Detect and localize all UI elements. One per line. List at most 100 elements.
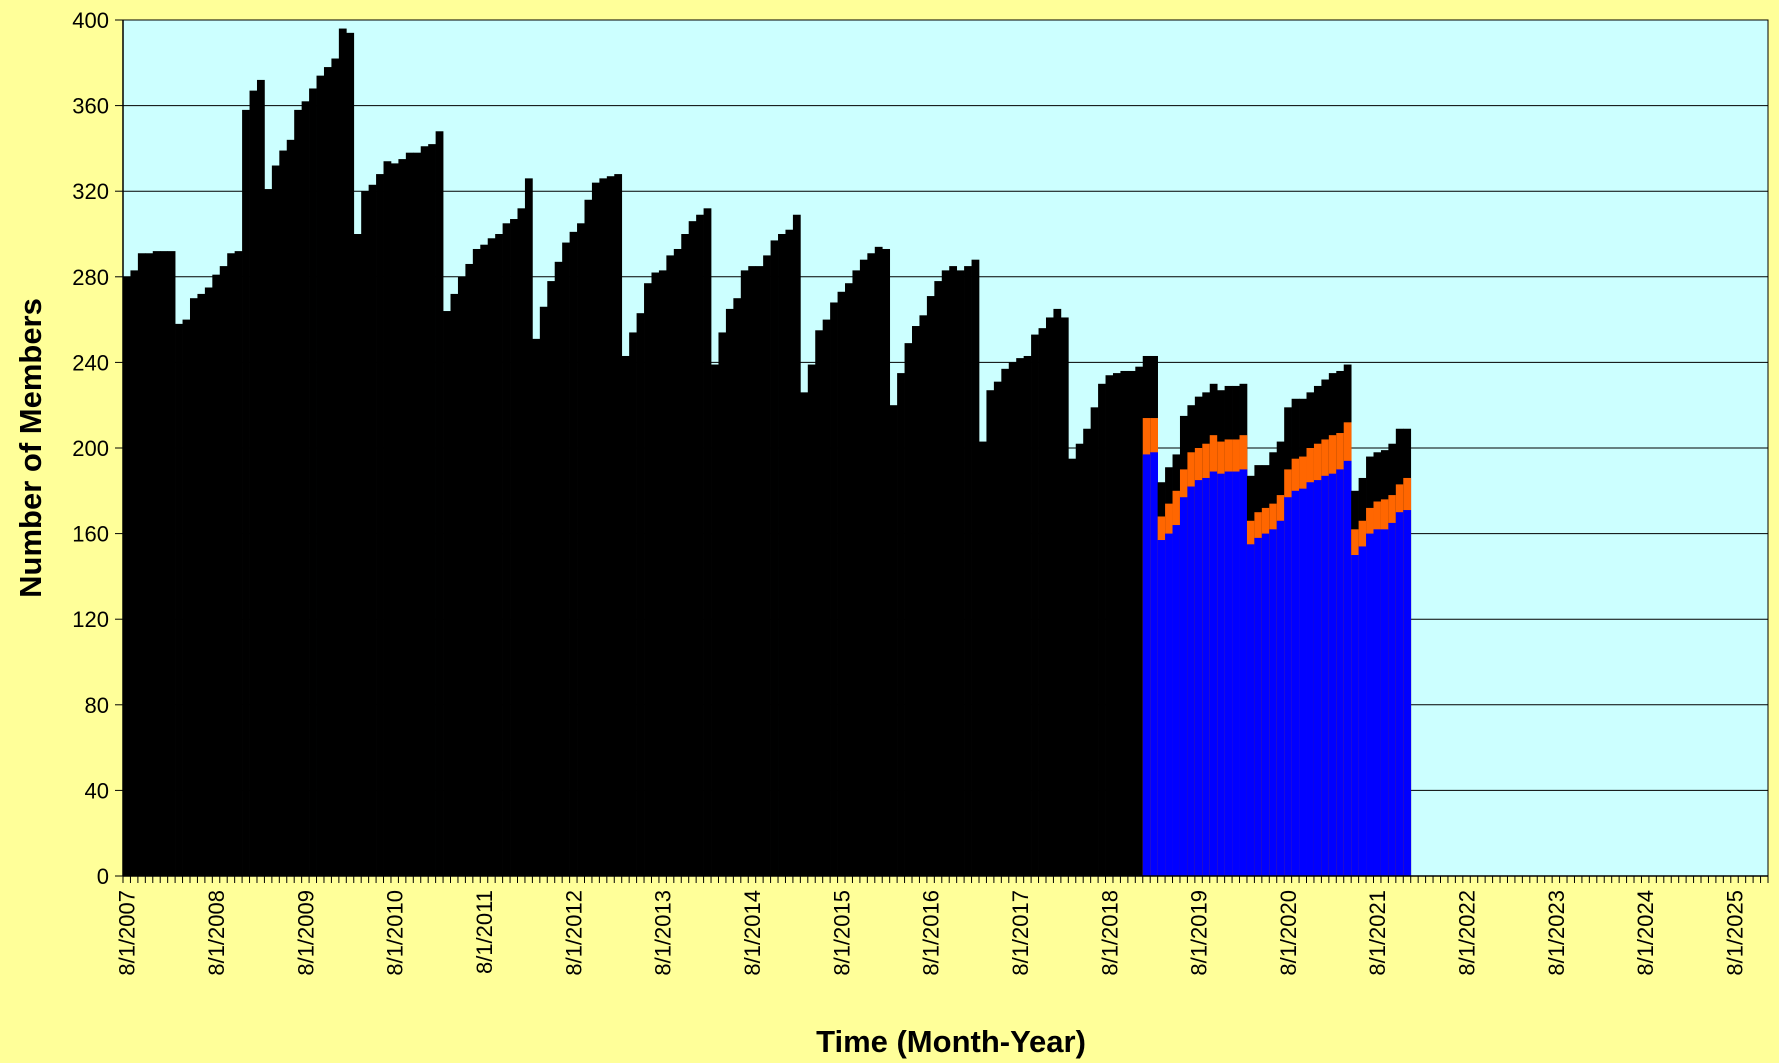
bar-base xyxy=(1187,486,1196,876)
bar-total xyxy=(874,246,883,877)
bar-total xyxy=(137,253,146,876)
bar-total xyxy=(971,259,980,876)
bar-total xyxy=(688,221,697,876)
bar-base xyxy=(1336,469,1345,876)
bar-base xyxy=(1261,533,1270,876)
bar-total xyxy=(420,146,429,876)
bar-total xyxy=(822,319,831,877)
x-tick-label: 8/1/2016 xyxy=(919,890,944,976)
bar-total xyxy=(785,229,794,877)
bar-total xyxy=(606,176,615,877)
bar-total xyxy=(1023,355,1032,877)
y-tick-label: 360 xyxy=(72,94,109,119)
bar-total xyxy=(457,276,466,876)
bar-total xyxy=(390,163,399,876)
bar-total xyxy=(993,381,1002,876)
y-tick-label: 320 xyxy=(72,179,109,204)
bar-total xyxy=(919,315,928,876)
bar-total xyxy=(658,270,667,876)
bar-total xyxy=(502,223,511,877)
bar-total xyxy=(249,90,258,877)
bar-total xyxy=(1083,428,1091,876)
bar-total xyxy=(219,266,228,877)
bar-base xyxy=(1366,533,1374,876)
bar-total xyxy=(577,223,585,877)
bar-total xyxy=(964,266,972,877)
bar-base xyxy=(1232,471,1240,876)
bar-total xyxy=(480,244,489,876)
bar-total xyxy=(956,270,965,876)
x-tick-label: 8/1/2009 xyxy=(293,890,318,976)
bar-total xyxy=(353,234,362,876)
bar-total xyxy=(748,266,757,877)
bar-total xyxy=(294,109,302,876)
y-tick-labels: 0 40 80 120 160 200 240 280 320 360 400 xyxy=(72,8,109,889)
bar-total xyxy=(539,306,548,876)
bar-total xyxy=(815,330,824,876)
bar-total xyxy=(413,152,422,876)
bar-total xyxy=(175,323,183,876)
bar-total xyxy=(1120,370,1129,876)
bar-base xyxy=(1165,533,1173,876)
bar-total xyxy=(338,28,347,877)
y-tick-label: 120 xyxy=(72,607,109,632)
bar-total xyxy=(926,296,935,876)
bar-base xyxy=(1351,555,1359,876)
bar-total xyxy=(1068,458,1077,876)
bar-total xyxy=(368,184,377,876)
bar-total xyxy=(852,270,861,876)
y-tick-label: 0 xyxy=(97,864,109,889)
bar-total xyxy=(1112,373,1121,876)
y-tick-label: 160 xyxy=(72,522,109,547)
bar-total xyxy=(599,178,608,877)
bar-total xyxy=(666,255,675,876)
bar-total xyxy=(696,214,704,877)
bar-base xyxy=(1239,469,1248,876)
bar-total xyxy=(807,364,816,876)
bar-base xyxy=(1150,452,1158,876)
x-tick-label: 8/1/2021 xyxy=(1365,890,1390,976)
bar-total xyxy=(591,182,600,876)
bar-base xyxy=(1328,473,1337,876)
bar-total xyxy=(1075,443,1084,876)
bar-total xyxy=(301,101,310,876)
bar-total xyxy=(1031,334,1039,877)
bar-total xyxy=(465,263,474,877)
bar-base xyxy=(1395,512,1404,876)
bar-total xyxy=(212,274,221,876)
bar-base xyxy=(1276,520,1285,876)
bar-base xyxy=(1291,490,1300,876)
bar-total xyxy=(725,308,734,876)
bar-total xyxy=(770,240,779,877)
bar-base xyxy=(1194,480,1203,876)
bars xyxy=(123,28,1412,877)
x-tick-label: 8/1/2007 xyxy=(115,890,140,976)
bar-total xyxy=(443,311,451,876)
bar-base xyxy=(1246,544,1255,876)
y-tick-label: 80 xyxy=(85,693,109,718)
bar-base xyxy=(1209,471,1218,876)
bar-total xyxy=(189,298,198,876)
bar-total xyxy=(778,234,786,876)
bar-total xyxy=(681,234,690,876)
bar-total xyxy=(912,326,920,876)
bar-total xyxy=(584,199,593,876)
bar-total xyxy=(569,231,578,877)
bar-total xyxy=(1098,383,1106,876)
bar-total xyxy=(718,332,727,876)
bar-total xyxy=(1038,328,1047,876)
bar-total xyxy=(383,161,392,877)
y-tick-label: 40 xyxy=(85,778,109,803)
bar-total xyxy=(636,313,645,876)
x-axis-title: Time (Month-Year) xyxy=(816,1024,1086,1059)
bar-total xyxy=(1053,308,1062,876)
x-tick-label: 8/1/2015 xyxy=(829,890,854,976)
bar-base xyxy=(1217,473,1225,876)
bar-total xyxy=(845,283,853,877)
bar-base xyxy=(1321,475,1330,876)
bar-total xyxy=(160,251,169,876)
bar-total xyxy=(800,392,809,876)
bar-total xyxy=(882,248,891,877)
y-tick-label: 400 xyxy=(72,8,109,33)
bar-total xyxy=(1060,317,1069,877)
